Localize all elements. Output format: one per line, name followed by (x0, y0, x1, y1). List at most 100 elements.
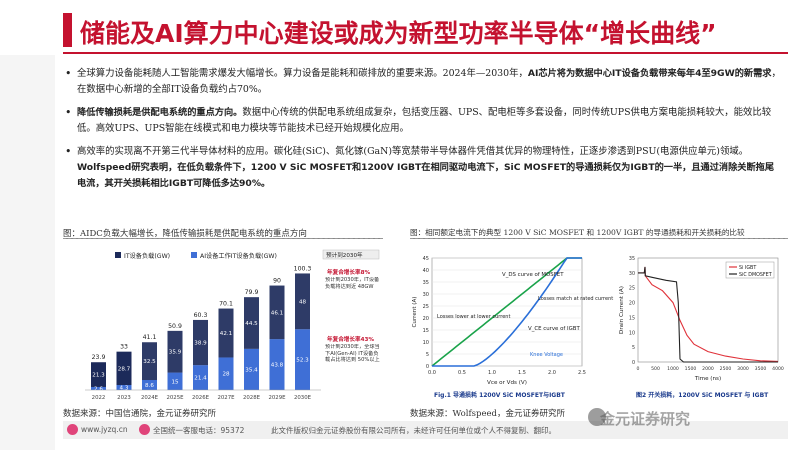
iv-plot-area (431, 257, 583, 367)
bar-total-label: 50.9 (168, 323, 182, 330)
bar-it-label: 48 (299, 299, 307, 305)
bar-it (167, 330, 183, 373)
loss-charts: V_DS curve of MOSFET V_CE curve of IGBT … (410, 244, 788, 404)
callout-cagr8-note: 预计到2030年，IT设备负载将达到近 48GW (325, 277, 379, 290)
bar-it-label: 42.1 (220, 331, 233, 337)
callout-2030: 预计到2030年 (326, 251, 363, 259)
bullet-list: • 全球算力设备能耗随人工智能需求爆发大幅增长。算力设备是能耗和碳排放的重要来源… (63, 66, 783, 199)
iv-y-tick: 20 (423, 316, 429, 322)
bullet-1-text: 全球算力设备能耗随人工智能需求爆发大幅增长。算力设备是能耗和碳排放的重要来源。2… (77, 68, 528, 79)
bar-total-label: 79.9 (245, 289, 259, 296)
source-right: 数据来源：Wolfspeed，金元证券研究所 (410, 409, 565, 419)
sw-xlabel: Time (ns) (694, 376, 721, 382)
loss-charts-panel: V_DS curve of MOSFET V_CE curve of IGBT … (410, 244, 788, 404)
sw-x-tick: 1000 (667, 366, 679, 372)
iv-annot-knee: Knee Voltage (530, 352, 563, 358)
iv-annot-low: Losses lower at lower current (437, 314, 510, 320)
sw-y-ticks: 0 5 10 15 20 25 30 35 (629, 256, 635, 366)
bar-category-label: 2022 (92, 395, 106, 401)
sw-y-tick: 5 (632, 345, 635, 351)
iv-x-tick: 2.0 (548, 370, 556, 376)
bar-ai (193, 365, 208, 390)
bar-category-label: 2027E (217, 395, 235, 401)
sw-legend-box (725, 261, 775, 279)
iv-y-tick: 5 (426, 352, 429, 358)
source-left: 数据来源：中国信通院，金元证券研究所 (63, 409, 217, 419)
footer-hotline: 全国统一客服电话：95372 (153, 426, 245, 435)
bar-it (269, 285, 285, 340)
callout-cagr8: 年复合增长率8% (327, 268, 370, 276)
bar-it-label: 35.9 (169, 350, 182, 356)
sw-x-tick: 3000 (737, 366, 749, 372)
bar-ai (91, 386, 106, 390)
callout-cagr43: 年复合增长率43% (327, 335, 374, 343)
sw-sic-curve (638, 266, 778, 363)
sw-y-tick: 25 (629, 286, 635, 292)
bar-category-label: 2026E (192, 395, 210, 401)
bar-ai-label: 21.4 (194, 376, 207, 382)
sw-x-tick: 3500 (755, 366, 767, 372)
bar-it-label: 32.5 (143, 359, 156, 365)
bar-ai-label: 4.3 (120, 386, 129, 392)
sw-x-tick: 2000 (702, 366, 714, 372)
bullet-1-bold: AI芯片将为数据中心IT设备负载带来每年4至9GW的新需求 (527, 68, 772, 79)
footer-disclaimer: 此文件版权归金元证券股份有限公司所有，未经许可任何单位或个人不得复制、翻印。 (271, 426, 556, 435)
iv-y-tick: 15 (423, 328, 429, 334)
sw-y-tick: 10 (629, 330, 635, 336)
iv-ylabel: Current (A) (412, 297, 418, 328)
bar-it (218, 308, 234, 358)
bar-it (193, 319, 208, 366)
title-marker (63, 13, 72, 47)
title-underline (63, 52, 788, 54)
bar-chart-panel: IT设备负载(GW) AI设备工作IT设备负载(GW) 预计到2030年 年复合… (63, 244, 383, 404)
caption-right: 图：相同额定电流下的典型 1200 V SiC MOSFET 和 1200V I… (410, 228, 745, 237)
iv-x-tick: 1.0 (488, 370, 496, 376)
bar-it-label: 38.9 (194, 341, 207, 347)
legend-it-swatch (115, 252, 121, 258)
iv-x-ticks: 0.0 0.5 1.0 1.5 2.0 2.5 (428, 370, 586, 376)
iv-x-tick: 0.5 (458, 370, 466, 376)
bullet-1: • 全球算力设备能耗随人工智能需求爆发大幅增长。算力设备是能耗和碳排放的重要来源… (63, 66, 783, 98)
bar-it (91, 362, 106, 387)
legend-ai-label: AI设备工作IT设备负载(GW) (200, 252, 277, 260)
phone-icon (139, 424, 150, 435)
sw-x-tick: 1500 (685, 366, 697, 372)
iv-grid (432, 257, 582, 367)
iv-title: Fig.1 导通损耗 1200V SiC MOSFET与IGBT (434, 391, 566, 399)
bar-ai (218, 357, 234, 390)
footer-site[interactable]: www.jyzq.cn (81, 425, 128, 434)
bar-total-label: 23.9 (92, 354, 106, 361)
bar-category-label: 2029E (268, 395, 286, 401)
iv-x-tick: 0.0 (428, 370, 436, 376)
sw-y-tick: 35 (629, 256, 635, 262)
bar-ai (269, 339, 285, 390)
bar-ai-label: 8.6 (145, 383, 154, 389)
bar-category-label: 2025E (166, 395, 184, 401)
bar-it-label: 28.7 (118, 366, 131, 372)
sw-x-tick: 500 (651, 366, 660, 372)
slide-title: 储能及AI算力中心建设或成为新型功率半导体“增长曲线” (80, 19, 717, 48)
watermark-text: 金元证券研究 (600, 410, 691, 428)
iv-y-ticks: 0 5 10 15 20 25 30 35 40 45 (423, 256, 429, 370)
bar-total-label: 60.3 (194, 312, 208, 319)
bullet-1-tail: ，在数据中心新增的全部IT设备负载约占70%。 (77, 68, 781, 95)
legend-it-label: IT设备负载(GW) (124, 252, 170, 260)
bullet-dot-icon: • (65, 67, 72, 80)
bar-total-label: 33 (120, 344, 128, 351)
iv-mosfet-curve (431, 257, 582, 367)
sw-legend-sic: SiC DMOSFET (739, 272, 772, 278)
bar-it-label: 46.1 (271, 310, 284, 316)
bar-ai (295, 329, 310, 390)
sw-x-tick: 2500 (720, 366, 732, 372)
bullet-3-text: 高效率的实现离不开第三代半导体材料的应用。碳化硅(SiC)、氮化镓(GaN)等宽… (77, 146, 749, 157)
bar-ai (116, 385, 132, 390)
bar-category-label: 2024E (141, 395, 159, 401)
sw-chart: Si IGBT SiC DMOSFET 0 500 1000 1500 2000 2500… (619, 256, 784, 399)
sw-y-tick: 15 (629, 315, 635, 321)
bullet-dot-icon: • (65, 145, 72, 158)
bar-ai-label: 15 (171, 379, 179, 385)
sw-y-tick: 0 (632, 360, 635, 366)
iv-y-tick: 45 (423, 256, 429, 262)
bar-ai-label: 35.4 (245, 367, 258, 373)
iv-x-tick: 1.5 (518, 370, 526, 376)
